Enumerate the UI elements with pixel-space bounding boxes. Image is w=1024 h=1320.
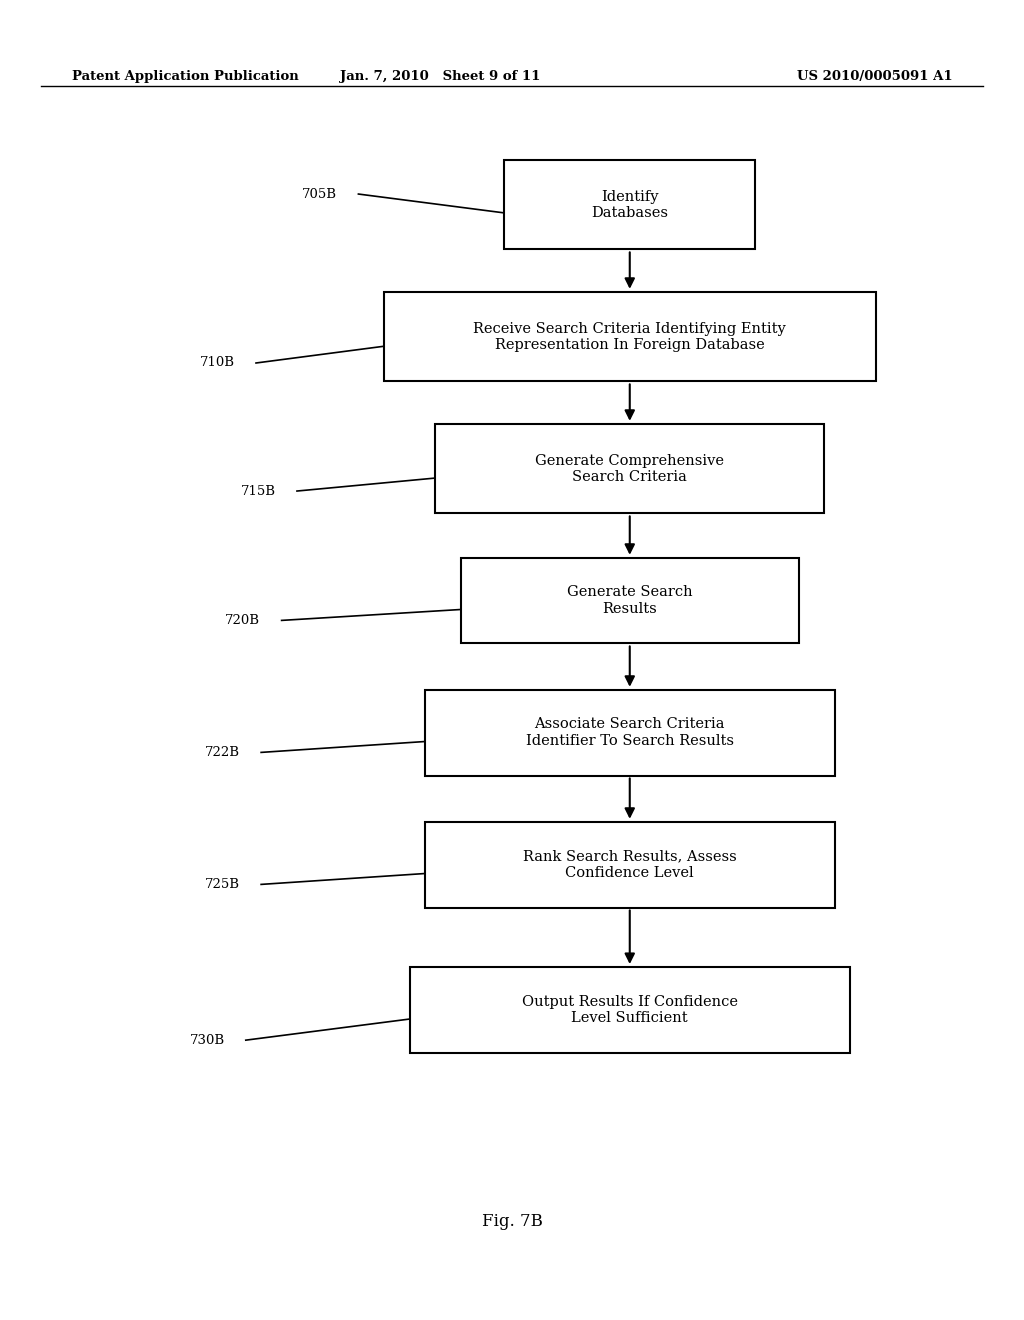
Text: Identify
Databases: Identify Databases <box>591 190 669 219</box>
Bar <box>425 821 835 908</box>
Text: 705B: 705B <box>302 187 337 201</box>
Text: Patent Application Publication: Patent Application Publication <box>72 70 298 83</box>
Bar <box>435 424 824 513</box>
Bar <box>504 160 756 249</box>
Bar <box>384 292 876 381</box>
Bar <box>461 557 799 643</box>
Text: Output Results If Confidence
Level Sufficient: Output Results If Confidence Level Suffi… <box>522 995 737 1024</box>
Bar <box>410 968 850 1053</box>
Text: Fig. 7B: Fig. 7B <box>481 1213 543 1229</box>
Text: Associate Search Criteria
Identifier To Search Results: Associate Search Criteria Identifier To … <box>525 718 734 747</box>
Text: Receive Search Criteria Identifying Entity
Representation In Foreign Database: Receive Search Criteria Identifying Enti… <box>473 322 786 351</box>
Text: Generate Search
Results: Generate Search Results <box>567 586 692 615</box>
Text: 722B: 722B <box>205 746 240 759</box>
Text: 720B: 720B <box>225 614 260 627</box>
Text: US 2010/0005091 A1: US 2010/0005091 A1 <box>797 70 952 83</box>
Bar <box>425 689 835 776</box>
Text: 725B: 725B <box>205 878 240 891</box>
Text: Jan. 7, 2010   Sheet 9 of 11: Jan. 7, 2010 Sheet 9 of 11 <box>340 70 541 83</box>
Text: 710B: 710B <box>200 356 234 370</box>
Text: Generate Comprehensive
Search Criteria: Generate Comprehensive Search Criteria <box>536 454 724 483</box>
Text: 730B: 730B <box>189 1034 224 1047</box>
Text: 715B: 715B <box>241 484 275 498</box>
Text: Rank Search Results, Assess
Confidence Level: Rank Search Results, Assess Confidence L… <box>523 850 736 879</box>
